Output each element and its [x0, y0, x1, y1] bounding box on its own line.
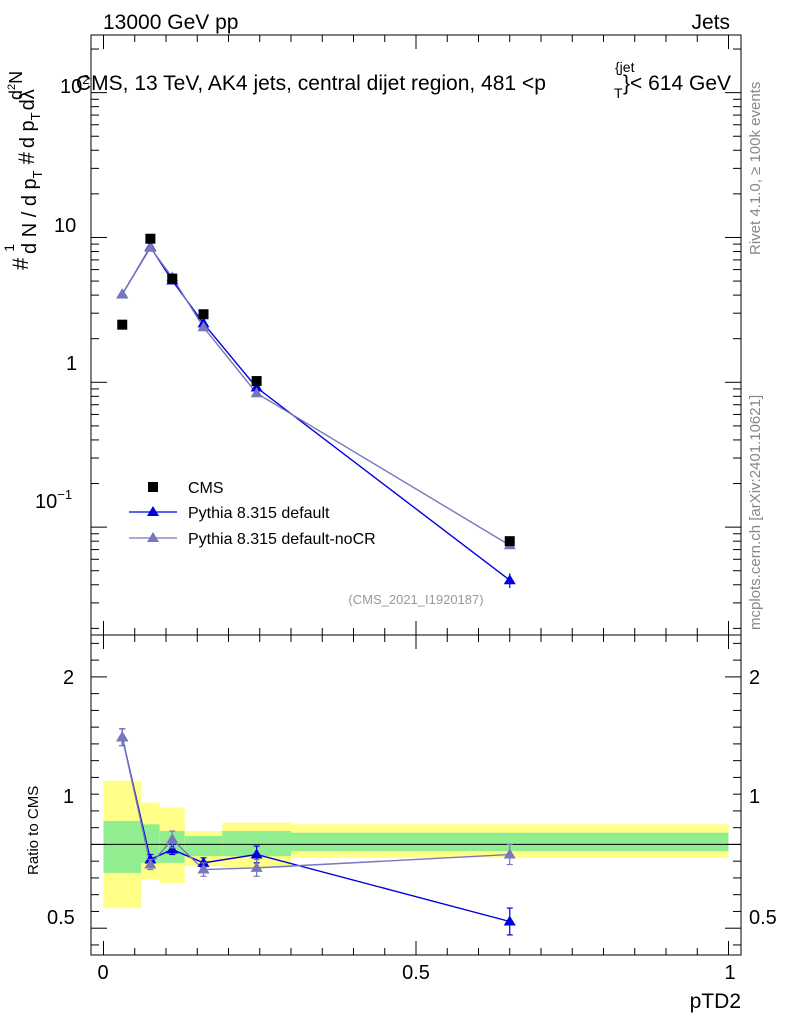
xtick-1: 1 — [724, 962, 735, 984]
point-cms — [167, 273, 178, 284]
main-ytick-labels: 102 10 1 10−1 — [35, 72, 89, 513]
ratio-ytick-1-left: 1 — [63, 786, 74, 808]
main-ylabel-top: d2N — [6, 71, 26, 100]
point-cms — [251, 376, 262, 387]
point-cms — [145, 233, 156, 244]
point-nocr — [144, 241, 157, 252]
title-sup: {jet — [615, 59, 635, 75]
plot-title: CMS, 13 TeV, AK4 jets, central dijet reg… — [76, 59, 731, 101]
point-default — [503, 574, 516, 585]
line-nocr — [121, 246, 511, 546]
ratio-point-nocr — [503, 848, 516, 859]
x-axis-label: pTD2 — [690, 990, 741, 1013]
ratio-series — [116, 728, 516, 936]
ratio-ytick-labels: 2 1 0.5 2 1 0.5 — [47, 667, 777, 929]
xtick-0: 0 — [97, 962, 108, 984]
xtick-labels: 0 0.5 1 — [97, 962, 735, 984]
ratio-point-default — [250, 848, 263, 859]
ytick-1e-1: 10−1 — [35, 487, 72, 513]
point-cms — [198, 309, 209, 320]
ratio-point-nocr — [116, 731, 129, 742]
point-nocr — [197, 321, 210, 332]
legend-marker-default — [147, 506, 159, 516]
band-inner-3 — [184, 836, 223, 857]
ratio-point-nocr — [197, 863, 210, 874]
legend-marker-cms — [148, 482, 158, 492]
ratio-point-nocr — [144, 858, 157, 869]
band-inner-0 — [103, 820, 141, 873]
band-inner-5 — [291, 832, 729, 852]
ratio-point-default — [197, 856, 210, 867]
mcplots-label: mcplots.cern.ch [arXiv:2401.10621] — [747, 395, 764, 630]
legend-label-cms: CMS — [188, 480, 224, 497]
ratio-ytick-1-right: 1 — [749, 786, 760, 808]
analysis-watermark: (CMS_2021_I1920187) — [348, 592, 483, 607]
ratio-point-nocr — [250, 861, 263, 872]
point-default — [250, 381, 263, 392]
axis-ticks — [91, 35, 741, 955]
ratio-line-nocr — [121, 737, 510, 871]
ytick-1: 1 — [66, 353, 77, 375]
ratio-panel-frame — [90, 634, 742, 956]
ratio-point-default — [503, 915, 516, 926]
main-ylabel: #1 d N / d pT#d pTdλ — [1, 89, 45, 270]
ratio-point-nocr — [166, 833, 179, 844]
ratio-ylabel: Ratio to CMS — [25, 786, 42, 875]
ratio-point-default — [166, 843, 179, 854]
ratio-point-default — [144, 853, 157, 864]
ratio-ytick-2-right: 2 — [749, 667, 760, 689]
title-tail: }< 614 GeV — [623, 72, 731, 95]
ytick-10: 10 — [54, 215, 76, 237]
point-nocr — [116, 288, 129, 299]
rivet-label: Rivet 4.1.0, ≥ 100k events — [747, 82, 764, 255]
point-nocr — [250, 387, 263, 398]
ratio-ytick-05-left: 0.5 — [47, 907, 75, 929]
svg-text:#1d N / d pT#d pTdλ: #1 d N / d pT#d pTdλ — [1, 89, 45, 270]
point-cms — [504, 536, 515, 547]
ratio-ytick-2-left: 2 — [63, 667, 74, 689]
title-main: CMS, 13 TeV, AK4 jets, central dijet reg… — [76, 72, 546, 95]
legend-label-nocr: Pythia 8.315 default-noCR — [188, 531, 376, 548]
legend-label-default: Pythia 8.315 default — [188, 505, 330, 522]
legend: CMS Pythia 8.315 default Pythia 8.315 de… — [129, 480, 376, 548]
header-right: Jets — [691, 11, 730, 34]
ratio-ytick-05-right: 0.5 — [749, 907, 777, 929]
point-cms — [117, 319, 128, 330]
band-inner-1 — [141, 824, 160, 863]
title-sub: T — [614, 85, 623, 101]
main-series — [116, 233, 516, 588]
header-left: 13000 GeV pp — [103, 11, 238, 34]
legend-marker-nocr — [147, 532, 159, 542]
xtick-05: 0.5 — [402, 962, 430, 984]
